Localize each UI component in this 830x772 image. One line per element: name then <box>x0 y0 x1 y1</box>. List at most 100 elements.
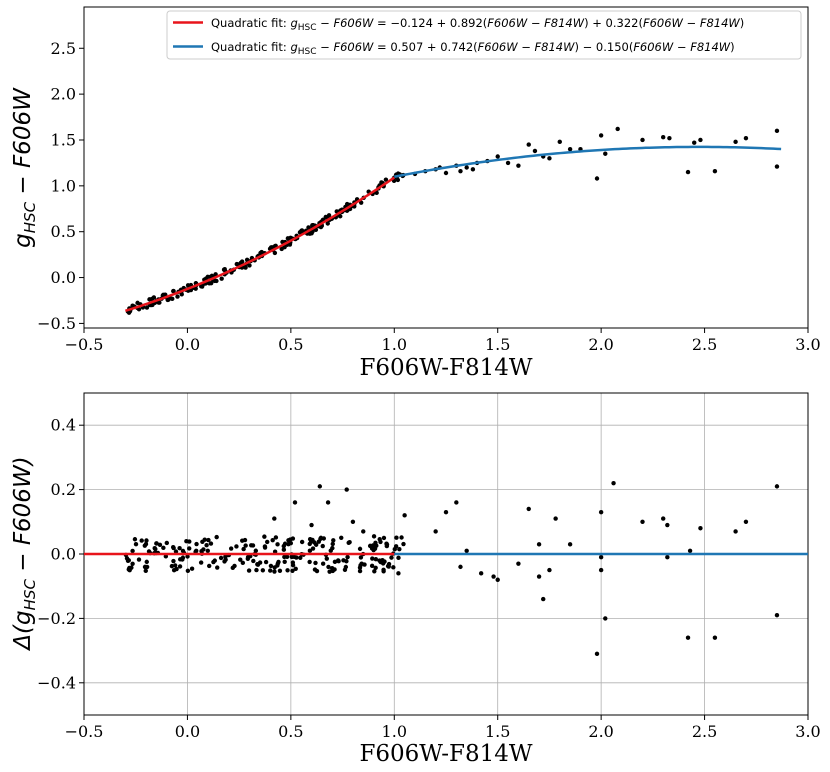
bottom-x-tick-label: 2.5 <box>692 722 717 741</box>
data-point <box>336 559 341 564</box>
data-point <box>526 506 531 512</box>
data-point <box>218 555 224 561</box>
data-point <box>313 542 319 547</box>
data-point <box>144 559 149 565</box>
data-point <box>253 548 259 553</box>
data-point <box>272 516 277 521</box>
data-point <box>169 563 175 569</box>
data-point <box>397 546 402 552</box>
data-point <box>228 546 234 551</box>
data-point <box>774 164 780 169</box>
data-point <box>187 539 192 544</box>
data-point <box>443 509 449 515</box>
data-point <box>213 272 218 277</box>
data-point <box>491 574 496 579</box>
legend-red-label: Quadratic fit: gHSC − F606W = −0.124 + 0… <box>211 16 744 33</box>
data-point <box>281 547 287 552</box>
data-point <box>189 566 195 571</box>
data-point <box>151 295 157 300</box>
data-point <box>712 635 718 640</box>
data-point <box>285 568 290 573</box>
data-point <box>307 541 312 547</box>
data-point <box>254 567 259 573</box>
data-point <box>378 539 383 545</box>
bottom-axes: −0.5 0.0 0.5 1.0 1.5 2.0 2.5 3.0 −0.4 −0.2 0.0 0.2 0… <box>37 416 821 741</box>
data-point <box>372 546 378 551</box>
data-point <box>516 561 521 566</box>
top-y-tick-label: −0.5 <box>37 314 76 333</box>
data-point <box>275 542 280 547</box>
data-point <box>265 539 270 545</box>
data-point <box>567 146 573 152</box>
data-point <box>774 612 780 618</box>
data-point <box>139 538 144 543</box>
data-point <box>206 563 212 569</box>
data-point <box>293 566 298 572</box>
data-point <box>692 140 697 145</box>
data-point <box>386 564 391 569</box>
data-point <box>401 541 406 547</box>
data-point <box>179 292 184 297</box>
data-point <box>310 222 315 228</box>
data-point <box>146 549 152 554</box>
data-point <box>345 554 350 560</box>
data-point <box>242 537 248 543</box>
data-point <box>733 529 738 534</box>
data-point <box>367 543 373 549</box>
bottom-y-tick-label: −0.2 <box>37 609 76 628</box>
data-point <box>247 263 252 268</box>
data-point <box>292 500 298 505</box>
data-point <box>255 562 261 567</box>
data-point <box>144 305 150 310</box>
data-point <box>371 534 377 539</box>
top-panel: −0.5 0.0 0.5 1.0 1.5 2.0 2.5 3.0 −0.5 0.0 0.5 1.0 1.… <box>10 6 821 381</box>
data-point <box>391 565 396 570</box>
data-point <box>495 577 500 582</box>
data-point <box>272 250 278 256</box>
data-point <box>661 516 666 521</box>
data-point <box>144 538 149 543</box>
data-point <box>381 567 386 572</box>
data-point <box>223 554 228 559</box>
data-point <box>327 569 332 574</box>
data-point <box>344 487 349 492</box>
data-point <box>180 557 185 562</box>
data-point <box>320 561 326 566</box>
data-point <box>126 558 131 563</box>
data-point <box>458 168 463 174</box>
legend: Quadratic fit: gHSC − F606W = −0.124 + 0… <box>166 10 802 60</box>
data-point <box>177 545 182 551</box>
legend-box <box>166 10 802 60</box>
data-point <box>136 557 142 562</box>
data-point <box>526 142 531 147</box>
top-x-tick-label: 1.5 <box>485 335 510 354</box>
data-point <box>389 555 394 560</box>
data-point <box>325 221 330 226</box>
data-point <box>316 539 322 544</box>
data-point <box>208 541 214 546</box>
data-point <box>603 151 608 156</box>
data-point <box>144 564 150 570</box>
bottom-x-tick-label: 0.5 <box>278 722 303 741</box>
data-point <box>321 536 326 541</box>
data-point <box>153 546 158 552</box>
top-fit-lines <box>125 145 782 313</box>
top-axes: −0.5 0.0 0.5 1.0 1.5 2.0 2.5 3.0 −0.5 0.0 0.5 1.0 1.… <box>37 39 821 354</box>
top-x-tick-label: 1.0 <box>382 335 407 354</box>
bottom-x-tick-label: 0.0 <box>175 722 200 741</box>
data-point <box>307 231 313 236</box>
data-point <box>288 537 293 542</box>
data-point <box>330 541 335 547</box>
data-point <box>277 568 283 573</box>
data-point <box>273 535 279 540</box>
bottom-x-axis-label: F606W-F814W <box>359 741 532 767</box>
data-point <box>173 549 179 554</box>
data-point <box>458 564 463 570</box>
bottom-x-tick-label: 1.5 <box>485 722 510 741</box>
bottom-y-tick-label: 0.4 <box>51 416 76 435</box>
data-point <box>399 535 404 540</box>
data-point <box>687 548 693 553</box>
bottom-y-tick-label: 0.0 <box>51 545 76 564</box>
data-point <box>161 545 166 551</box>
